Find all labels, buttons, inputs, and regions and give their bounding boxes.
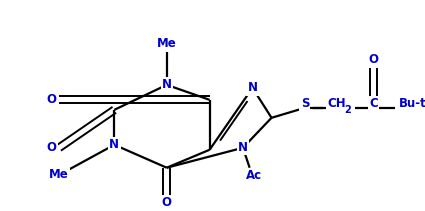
Text: Me: Me [49, 168, 69, 181]
Text: Me: Me [157, 37, 177, 50]
Text: O: O [368, 53, 379, 66]
Text: N: N [109, 138, 119, 151]
Text: N: N [238, 141, 248, 154]
Text: C: C [369, 97, 378, 110]
Text: 2: 2 [344, 105, 351, 115]
Text: Bu-t: Bu-t [399, 97, 425, 110]
Text: O: O [46, 141, 57, 154]
Text: O: O [46, 93, 57, 106]
Text: S: S [300, 97, 309, 110]
Text: N: N [162, 78, 172, 91]
Text: N: N [247, 81, 258, 94]
Text: CH: CH [327, 97, 346, 110]
Text: O: O [162, 196, 172, 209]
Text: Ac: Ac [246, 169, 263, 182]
